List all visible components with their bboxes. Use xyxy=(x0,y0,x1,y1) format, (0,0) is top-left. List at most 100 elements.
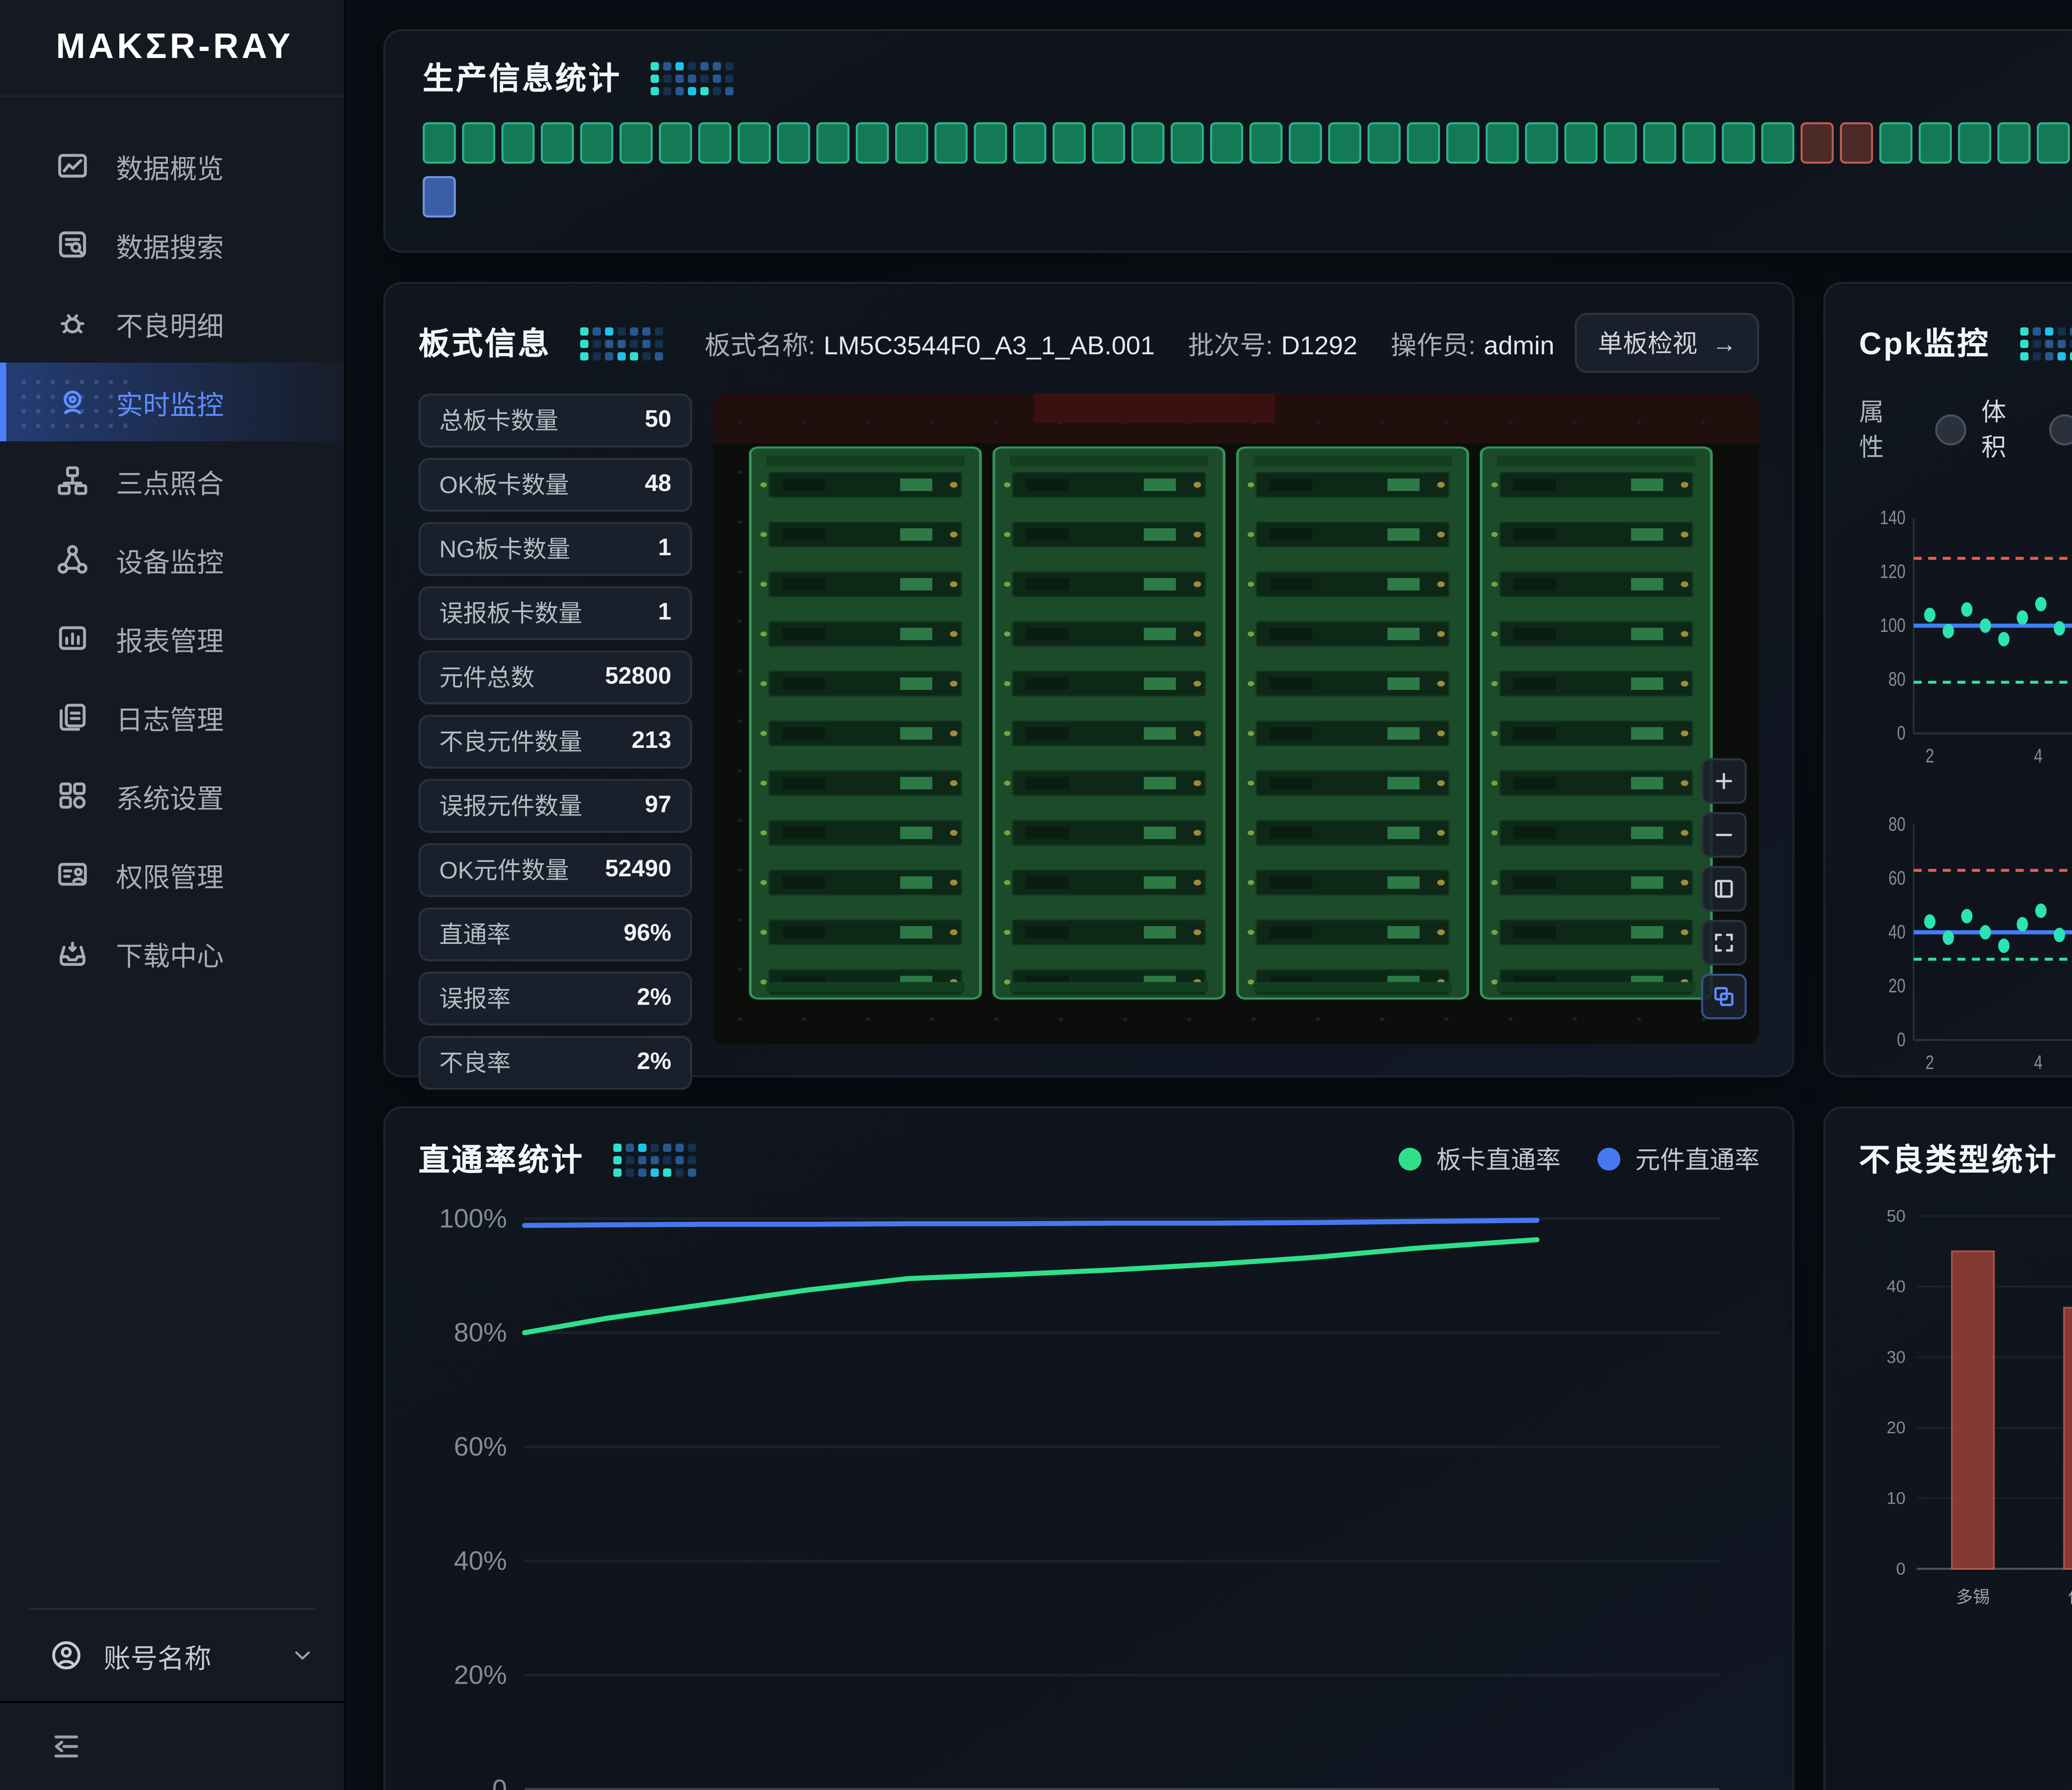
fit-view-button[interactable] xyxy=(1702,920,1748,965)
svg-text:40: 40 xyxy=(1887,1277,1906,1296)
board-squares-row2 xyxy=(423,176,2072,218)
stat-label: OK元件数量 xyxy=(439,860,569,885)
cpk-panel: Cpk监控 选点 属性 体积面积X偏移Y偏移真实高度百分比高度 XBar上限下限… xyxy=(1824,282,2072,1077)
svg-text:4: 4 xyxy=(2034,1052,2043,1074)
board-square-ok[interactable] xyxy=(1997,122,2031,164)
sidebar-item-11[interactable]: 下载中心 xyxy=(0,914,344,992)
board-square-ok[interactable] xyxy=(895,122,928,164)
board-square-ok[interactable] xyxy=(1643,122,1676,164)
svg-text:2: 2 xyxy=(1926,745,1935,767)
attribute-option-1[interactable]: 体积 xyxy=(1936,394,2016,464)
legend-item: 元件直通率 xyxy=(1598,1142,1760,1177)
board-square-ok[interactable] xyxy=(1761,122,1794,164)
board-square-ok[interactable] xyxy=(423,122,456,164)
board-square-ok[interactable] xyxy=(580,122,613,164)
sidebar: MAKΣR-RAY 数据概览 数据搜索 不良明细 实时监控 三点照合 设备监控 报表管理 日志… xyxy=(0,0,346,1790)
zoom-out-button[interactable] xyxy=(1702,812,1748,858)
batch-value: D1292 xyxy=(1281,331,1358,360)
three-point-icon xyxy=(56,464,89,497)
stat-label: NG板卡数量 xyxy=(439,539,571,564)
sidebar-item-3[interactable]: 不良明细 xyxy=(0,284,344,363)
sidebar-item-6[interactable]: 设备监控 xyxy=(0,520,344,599)
board-square-ok[interactable] xyxy=(659,122,692,164)
board-squares-row1 xyxy=(423,122,2072,164)
sidebar-item-label: 日志管理 xyxy=(116,703,224,735)
board-stat-pill: 误报板卡数量 1 xyxy=(419,586,692,640)
single-board-inspect-button[interactable]: 单板检视 → xyxy=(1575,313,1760,373)
sidebar-item-2[interactable]: 数据搜索 xyxy=(0,205,344,284)
board-info-panel: 板式信息 板式名称: LM5C3544F0_A3_1_AB.001 批次号: D12… xyxy=(383,282,1795,1090)
board-square-ok[interactable] xyxy=(1525,122,1558,164)
multi-board-button[interactable] xyxy=(1702,974,1748,1019)
board-square-ok[interactable] xyxy=(974,122,1007,164)
legend-item: 板卡直通率 xyxy=(1399,1142,1561,1177)
board-square-ok[interactable] xyxy=(541,122,574,164)
board-square-ok[interactable] xyxy=(1249,122,1283,164)
zoom-in-button[interactable] xyxy=(1702,758,1748,804)
report-icon xyxy=(56,622,89,655)
board-square-ok[interactable] xyxy=(934,122,968,164)
attribute-option-2[interactable]: 面积 xyxy=(2049,394,2072,464)
board-square-current[interactable] xyxy=(423,176,456,218)
board-square-ok[interactable] xyxy=(1289,122,1322,164)
board-square-ng[interactable] xyxy=(1801,122,1834,164)
board-square-ok[interactable] xyxy=(738,122,771,164)
board-square-ok[interactable] xyxy=(1407,122,1440,164)
board-square-ok[interactable] xyxy=(462,122,495,164)
production-stats-panel: 生产信息统计 NGOK当前 xyxy=(383,29,2072,253)
board-stat-pill: 不良率 2% xyxy=(419,1036,692,1090)
sidebar-item-7[interactable]: 报表管理 xyxy=(0,599,344,677)
stat-label: OK板卡数量 xyxy=(439,474,569,499)
board-square-ok[interactable] xyxy=(1604,122,1637,164)
sidebar-item-1[interactable]: 数据概览 xyxy=(0,126,344,205)
svg-text:0: 0 xyxy=(1897,1559,1906,1578)
single-board-button[interactable] xyxy=(1702,866,1748,912)
board-square-ok[interactable] xyxy=(620,122,653,164)
svg-text:0: 0 xyxy=(492,1774,507,1790)
stat-value: 96% xyxy=(623,922,671,947)
operator-label: 操作员: xyxy=(1390,331,1476,360)
board-info-title: 板式信息 xyxy=(419,327,552,363)
board-square-ok[interactable] xyxy=(501,122,535,164)
board-square-ok[interactable] xyxy=(1210,122,1243,164)
board-square-ok[interactable] xyxy=(2037,122,2070,164)
sidebar-item-4[interactable]: 实时监控 xyxy=(0,363,344,441)
board-squares-strip xyxy=(423,122,2072,218)
board-square-ok[interactable] xyxy=(1053,122,1086,164)
radio-icon xyxy=(1936,413,1967,445)
board-square-ok[interactable] xyxy=(1131,122,1164,164)
board-square-ok[interactable] xyxy=(1013,122,1046,164)
board-square-ok[interactable] xyxy=(1682,122,1716,164)
sidebar-item-label: 数据概览 xyxy=(116,152,224,184)
sidebar-item-9[interactable]: 系统设置 xyxy=(0,756,344,835)
attribute-option-label: 体积 xyxy=(1981,398,2007,462)
board-square-ok[interactable] xyxy=(1328,122,1361,164)
board-square-ok[interactable] xyxy=(1446,122,1479,164)
account-menu[interactable]: 账号名称 xyxy=(0,1610,344,1701)
pass-rate-legend: 板卡直通率 元件直通率 xyxy=(1399,1142,1760,1177)
board-square-ok[interactable] xyxy=(1564,122,1598,164)
board-square-ok[interactable] xyxy=(698,122,731,164)
board-square-ok[interactable] xyxy=(1722,122,1755,164)
account-name: 账号名称 xyxy=(104,1642,212,1673)
board-square-ok[interactable] xyxy=(1958,122,1991,164)
stat-value: 97 xyxy=(645,793,671,818)
sidebar-item-10[interactable]: 权限管理 xyxy=(0,835,344,914)
board-square-ok[interactable] xyxy=(1092,122,1125,164)
board-square-ok[interactable] xyxy=(816,122,850,164)
sidebar-item-label: 权限管理 xyxy=(116,861,224,892)
sidebar-item-8[interactable]: 日志管理 xyxy=(0,677,344,756)
board-square-ok[interactable] xyxy=(856,122,889,164)
board-meta: 板式名称: LM5C3544F0_A3_1_AB.001 批次号: D1292 操作… xyxy=(704,323,1554,363)
pcb-preview[interactable] xyxy=(713,394,1760,1044)
board-square-ok[interactable] xyxy=(1171,122,1204,164)
board-square-ok[interactable] xyxy=(777,122,810,164)
board-square-ok[interactable] xyxy=(1486,122,1519,164)
board-square-ok[interactable] xyxy=(1879,122,1912,164)
board-square-ok[interactable] xyxy=(1919,122,1952,164)
sidebar-item-5[interactable]: 三点照合 xyxy=(0,441,344,520)
board-square-ok[interactable] xyxy=(1368,122,1401,164)
board-square-ng[interactable] xyxy=(1840,122,1873,164)
collapse-sidebar-icon[interactable] xyxy=(50,1730,83,1763)
sidebar-item-label: 实时监控 xyxy=(116,388,224,420)
